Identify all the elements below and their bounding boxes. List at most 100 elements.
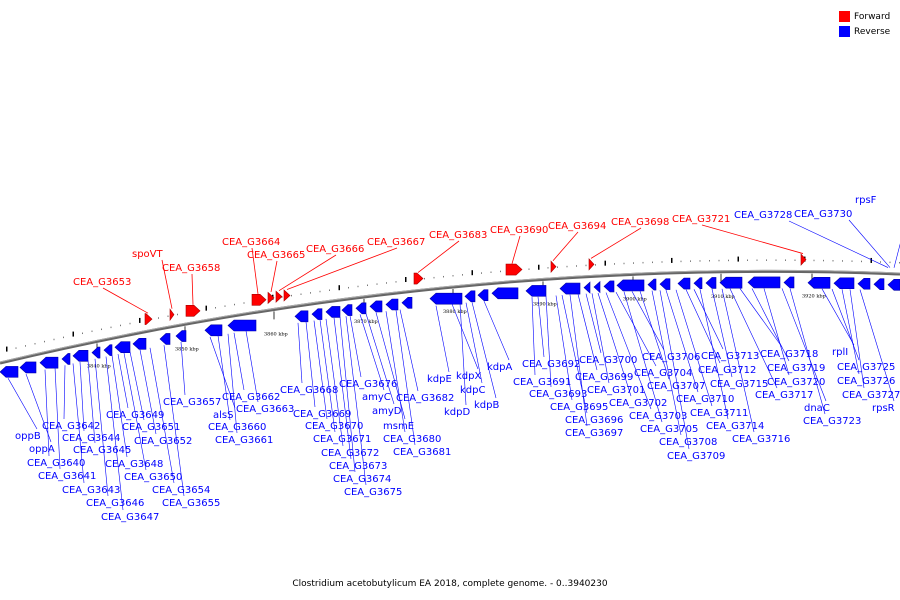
- reverse-gene-label[interactable]: CEA_G3703: [629, 411, 687, 422]
- reverse-gene-label[interactable]: CEA_G3652: [134, 436, 192, 447]
- gene-arrow-forward[interactable]: [169, 308, 175, 322]
- reverse-gene-label[interactable]: CEA_G3660: [208, 422, 266, 433]
- reverse-gene-label[interactable]: CEA_G3649: [106, 410, 164, 421]
- reverse-gene-label[interactable]: CEA_G3704: [634, 368, 692, 379]
- gene-arrow-reverse[interactable]: [227, 319, 257, 332]
- reverse-gene-label[interactable]: CEA_G3673: [329, 461, 387, 472]
- reverse-gene-label[interactable]: CEA_G3696: [565, 415, 623, 426]
- reverse-gene-label[interactable]: CEA_G3670: [305, 421, 363, 432]
- gene-arrow-reverse[interactable]: [311, 308, 323, 320]
- gene-arrow-forward[interactable]: [251, 293, 267, 306]
- gene-arrow-reverse[interactable]: [369, 300, 383, 313]
- reverse-gene-label[interactable]: CEA_G3705: [640, 424, 698, 435]
- reverse-gene-label[interactable]: msmE: [383, 421, 414, 432]
- reverse-gene-label[interactable]: CEA_G3695: [550, 402, 608, 413]
- gene-arrow-reverse[interactable]: [491, 287, 519, 300]
- gene-arrow-reverse[interactable]: [616, 279, 645, 292]
- gene-arrow-reverse[interactable]: [341, 304, 353, 316]
- reverse-gene-label[interactable]: CEA_G3706: [642, 352, 700, 363]
- forward-gene-label[interactable]: spoVT: [132, 249, 164, 260]
- gene-arrow-forward[interactable]: [185, 305, 201, 317]
- gene-arrow-forward[interactable]: [275, 290, 283, 303]
- reverse-gene-label[interactable]: CEA_G3675: [344, 487, 402, 498]
- reverse-gene-label[interactable]: kdpX: [456, 371, 481, 382]
- reverse-gene-label[interactable]: CEA_G3723: [803, 416, 861, 427]
- reverse-gene-label[interactable]: CEA_G3702: [609, 398, 667, 409]
- gene-arrow-reverse[interactable]: [294, 310, 309, 323]
- gene-arrow-reverse[interactable]: [19, 361, 37, 374]
- gene-arrow-reverse[interactable]: [593, 280, 601, 294]
- reverse-gene-label[interactable]: kdpC: [460, 385, 485, 396]
- reverse-gene-label[interactable]: CEA_G3676: [339, 379, 397, 390]
- reverse-gene-label[interactable]: CEA_G3640: [27, 458, 85, 469]
- gene-arrow-reverse[interactable]: [91, 346, 101, 359]
- gene-arrow-reverse[interactable]: [204, 324, 223, 337]
- reverse-gene-label[interactable]: CEA_G3717: [755, 390, 813, 401]
- gene-arrow-forward[interactable]: [267, 291, 275, 305]
- forward-gene-label[interactable]: CEA_G3690: [490, 225, 548, 236]
- gene-arrow-reverse[interactable]: [677, 277, 691, 290]
- reverse-gene-label[interactable]: CEA_G3646: [86, 498, 144, 509]
- reverse-gene-label[interactable]: amyC: [362, 392, 391, 403]
- reverse-gene-label[interactable]: CEA_G3655: [162, 498, 220, 509]
- reverse-gene-label[interactable]: CEA_G3672: [321, 448, 379, 459]
- gene-arrow-reverse[interactable]: [807, 276, 831, 289]
- legend-reverse[interactable]: Reverse: [839, 24, 890, 39]
- gene-arrow-reverse[interactable]: [833, 277, 855, 290]
- reverse-gene-label[interactable]: CEA_G3728: [734, 210, 792, 221]
- reverse-gene-label[interactable]: CEA_G3662: [222, 392, 280, 403]
- reverse-gene-label[interactable]: CEA_G3719: [767, 363, 825, 374]
- reverse-gene-label[interactable]: CEA_G3730: [794, 209, 852, 220]
- reverse-gene-label[interactable]: CEA_G3644: [62, 433, 120, 444]
- gene-arrow-forward[interactable]: [588, 258, 595, 271]
- reverse-gene-label[interactable]: CEA_G3680: [383, 434, 441, 445]
- reverse-gene-label[interactable]: CEA_G3671: [313, 434, 371, 445]
- gene-arrow-forward[interactable]: [144, 313, 153, 325]
- reverse-gene-label[interactable]: CEA_G3642: [42, 421, 100, 432]
- gene-arrow-reverse[interactable]: [0, 366, 19, 378]
- reverse-gene-label[interactable]: CEA_G3693: [529, 389, 587, 400]
- reverse-gene-label[interactable]: CEA_G3726: [837, 376, 895, 387]
- forward-gene-label[interactable]: CEA_G3698: [611, 217, 669, 228]
- gene-arrow-reverse[interactable]: [693, 277, 703, 290]
- gene-arrow-reverse[interactable]: [61, 353, 71, 365]
- reverse-gene-label[interactable]: CEA_G3708: [659, 437, 717, 448]
- gene-arrow-reverse[interactable]: [464, 290, 476, 303]
- forward-gene-label[interactable]: CEA_G3694: [548, 221, 606, 232]
- gene-arrow-reverse[interactable]: [559, 282, 581, 295]
- forward-gene-label[interactable]: CEA_G3665: [247, 250, 305, 261]
- forward-gene-label[interactable]: CEA_G3667: [367, 237, 425, 248]
- reverse-gene-label[interactable]: CEA_G3681: [393, 447, 451, 458]
- reverse-gene-label[interactable]: CEA_G3697: [565, 428, 623, 439]
- reverse-gene-label[interactable]: CEA_G3654: [152, 485, 210, 496]
- gene-arrow-reverse[interactable]: [114, 341, 131, 353]
- reverse-gene-label[interactable]: CEA_G3712: [698, 365, 756, 376]
- forward-gene-label[interactable]: CEA_G3683: [429, 230, 487, 241]
- gene-arrow-forward[interactable]: [550, 260, 557, 273]
- reverse-gene-label[interactable]: dnaC: [804, 403, 830, 414]
- reverse-gene-label[interactable]: CEA_G3663: [236, 404, 294, 415]
- reverse-gene-label[interactable]: CEA_G3716: [732, 434, 790, 445]
- reverse-gene-label[interactable]: CEA_G3713: [701, 351, 759, 362]
- reverse-gene-label[interactable]: CEA_G3682: [396, 393, 454, 404]
- reverse-gene-label[interactable]: alsS: [213, 410, 233, 421]
- gene-arrow-reverse[interactable]: [477, 289, 489, 301]
- reverse-gene-label[interactable]: CEA_G3701: [587, 385, 645, 396]
- reverse-gene-label[interactable]: CEA_G3699: [575, 372, 633, 383]
- gene-arrow-reverse[interactable]: [325, 306, 341, 318]
- gene-arrow-reverse[interactable]: [783, 276, 795, 289]
- reverse-gene-label[interactable]: CEA_G3669: [293, 409, 351, 420]
- reverse-gene-label[interactable]: CEA_G3668: [280, 385, 338, 396]
- gene-arrow-reverse[interactable]: [429, 292, 463, 305]
- forward-gene-label[interactable]: CEA_G3666: [306, 244, 364, 255]
- gene-arrow-forward[interactable]: [413, 272, 424, 285]
- reverse-gene-label[interactable]: CEA_G3657: [163, 397, 221, 408]
- gene-arrow-reverse[interactable]: [103, 344, 113, 356]
- gene-arrow-reverse[interactable]: [747, 276, 781, 289]
- reverse-gene-label[interactable]: CEA_G3700: [579, 355, 637, 366]
- reverse-gene-label[interactable]: CEA_G3651: [122, 422, 180, 433]
- reverse-gene-label[interactable]: kdpB: [474, 400, 499, 411]
- reverse-gene-label[interactable]: CEA_G3707: [647, 381, 705, 392]
- legend-forward[interactable]: Forward: [839, 9, 890, 24]
- reverse-gene-label[interactable]: CEA_G3715: [710, 379, 768, 390]
